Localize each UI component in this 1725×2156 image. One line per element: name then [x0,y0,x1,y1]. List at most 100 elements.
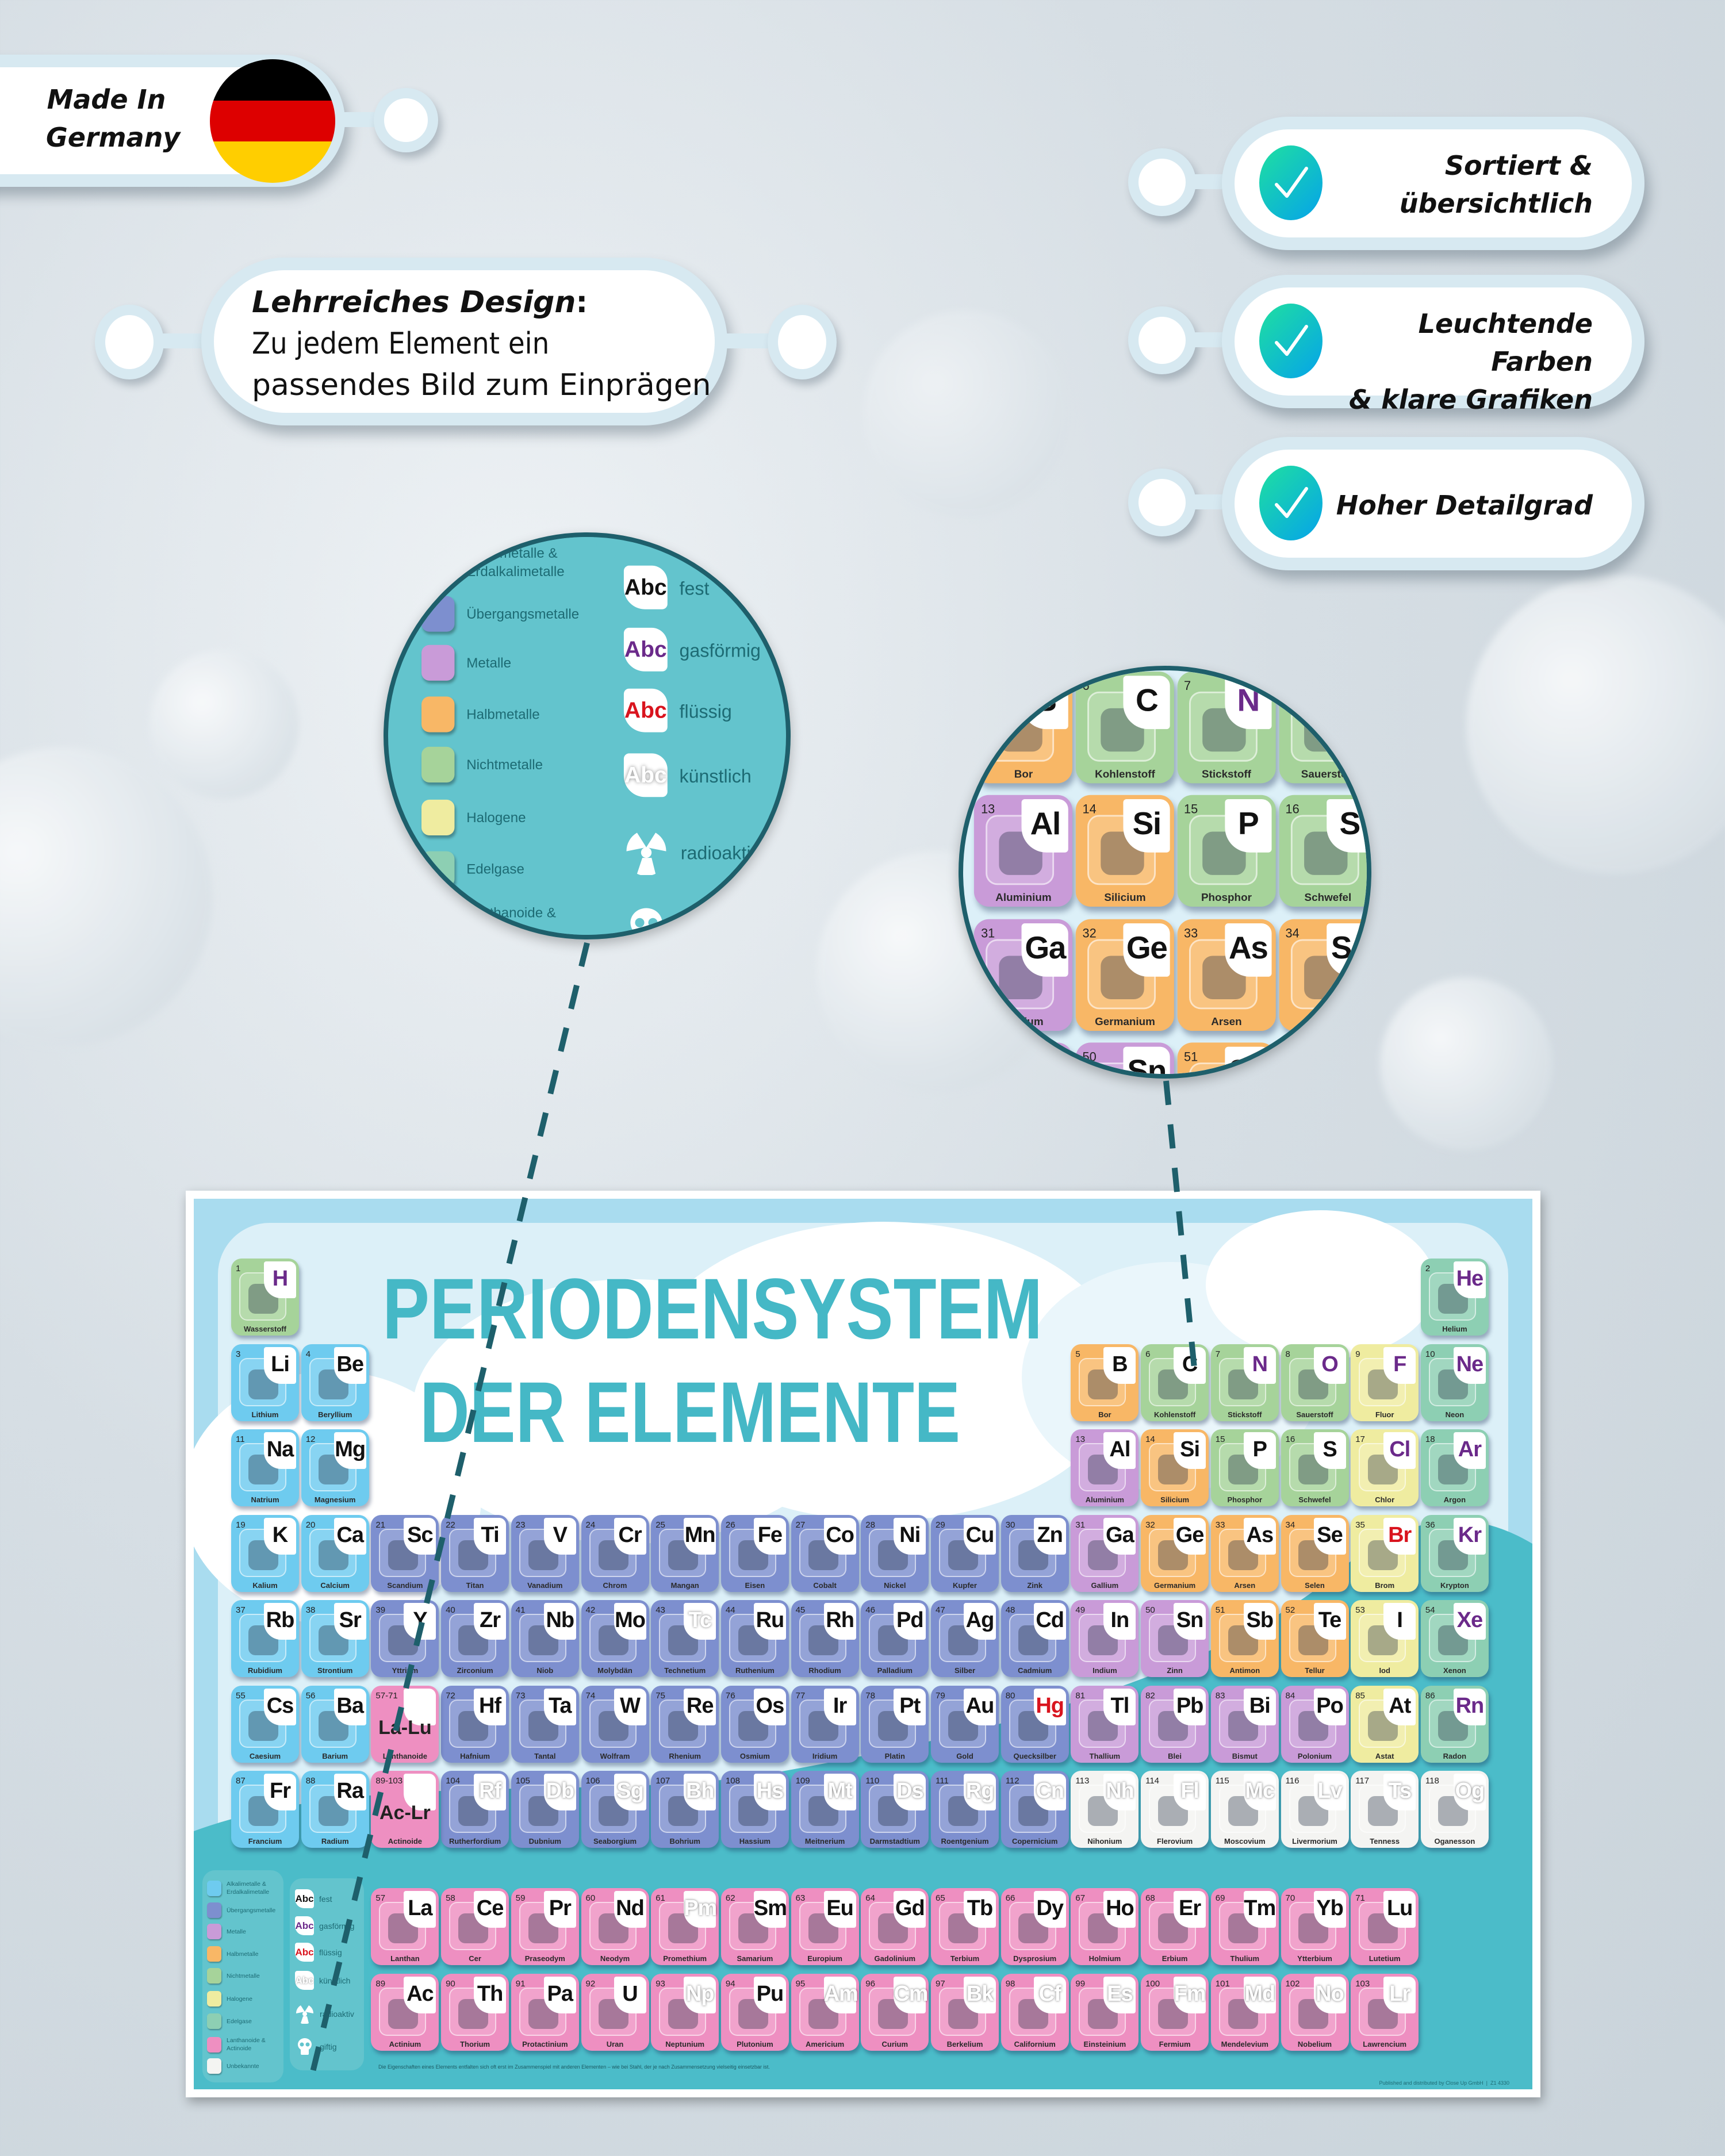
element-name: Aluminium [995,891,1052,904]
element-symbol: Ga [1025,930,1066,966]
element-tile-o: 8 O Sauerstoff [1278,671,1367,783]
element-symbol: O [1337,682,1362,718]
atomic-number: 34 [1285,926,1300,941]
connector-knob [768,305,837,379]
state-icon: Abc [623,627,668,672]
element-illustration [1087,815,1156,885]
element-symbol: Al [1030,807,1061,842]
radioactive-icon [626,833,666,875]
connector-knob [1128,469,1196,536]
element-name: Sauerstoff [1301,767,1355,780]
legend-label: Übergangsmetalle [466,605,580,622]
legend-label: Lanthanoide & Actinoide [466,905,556,939]
state-item-g: Abc gasförmig [623,627,761,672]
symbol-box: N [1225,675,1272,729]
atomic-number: 51 [1184,1050,1198,1065]
connector [161,333,207,348]
element-illustration [1087,938,1156,1009]
element-symbol: Se [1331,930,1368,966]
hazard-item: radioaktiv [624,830,760,875]
connector-knob [95,305,164,379]
atomic-number: 6 [1082,678,1090,693]
symbol-box: Sb [1225,1046,1272,1074]
element-illustration [1087,691,1156,761]
symbol-box: Te [1326,1046,1367,1079]
molecule-sphere [1380,977,1552,1150]
element-symbol: Ge [1126,930,1168,966]
symbol-box: Si [1123,799,1170,853]
element-illustration [1087,1062,1156,1074]
element-tile-te: 52 Te Tellur [1278,1042,1367,1079]
element-tile-s: 16 S Schwefel [1278,795,1367,907]
molecule-sphere [0,747,213,1046]
feature-line1: Leuchtende Farben [1418,308,1593,377]
symbol-box: Se [1326,923,1368,977]
element-tile-sb: 51 Sb Antimon [1177,1042,1276,1074]
symbol-box: P [1225,799,1272,853]
design-callout-line2: passendes Bild zum Einprägen [252,368,711,402]
element-symbol: Si [1132,807,1162,842]
symbol-box: Al [1022,799,1069,853]
legend-swatch [421,545,455,581]
poster-note: Die Eigenschaften eines Elements entfalt… [378,2064,770,2070]
legend-swatch [421,904,455,935]
design-callout-colon: : [576,285,588,320]
atomic-number: 8 [1285,678,1293,693]
state-item-s: Abc fest [623,565,710,609]
element-tile-b: 5 B Bor [974,671,1073,783]
hazard-item: giftig [624,906,720,939]
element-symbol: P [1237,807,1259,842]
element-tile-as: 33 As Arsen [1177,919,1276,1031]
element-illustration [1189,938,1258,1009]
element-name: Phosphor [1201,891,1252,904]
hazard-label: giftig [680,917,720,939]
legend-label: Halbmetalle [466,706,540,723]
element-tile-al: 13 Al Aluminium [974,795,1073,907]
state-icon: Abc [623,753,668,797]
legend-item-hal: Halogene [421,799,526,835]
element-symbol: N [1237,682,1260,718]
legend-swatch [421,799,455,835]
country-text: Germany [46,122,181,153]
hazard-label: radioaktiv [680,842,760,864]
legend-item-nob: Edelgase [421,851,524,887]
element-symbol: Te [1333,1054,1367,1079]
check-icon [1259,466,1322,540]
atomic-number: 13 [981,802,995,817]
element-name: Germanium [1095,1014,1155,1027]
legend-label: Halogene [466,810,526,826]
element-tile-sn: 50 Sn Zinn [1075,1042,1175,1074]
symbol-box: O [1326,675,1367,729]
design-callout-title: Lehrreiches Design [252,285,576,320]
element-illustration [1290,815,1359,885]
atomic-number: 14 [1082,802,1097,817]
legend-label: Alkalimetalle & Erdalkalimetalle [466,546,565,581]
poster-frame: PERIODENSYSTEM DER ELEMENTE Die Eigensch… [194,1199,1532,2089]
legend-item-non: Nichtmetalle [421,746,543,782]
legend-swatch [421,696,455,732]
element-tile-ge: 32 Ge Germanium [1075,919,1175,1031]
element-illustration [986,691,1055,761]
state-label: fest [679,577,710,599]
atomic-number: 16 [1285,802,1300,817]
atomic-number: 7 [1184,678,1191,693]
table-magnifier: 5 B Bor 6 C Kohlenstoff 7 N Stickstoff 8… [959,666,1371,1079]
category-legend [411,537,597,935]
connector-knob [374,88,438,152]
element-name: Arsen [1211,1014,1242,1027]
atomic-number: 32 [1082,926,1097,941]
germany-flag-icon [210,59,335,183]
design-callout-line1: Zu jedem Element ein [252,327,550,361]
feature-line1: Sortiert & [1444,150,1593,181]
check-icon [1259,304,1322,378]
symbol-box: Ga [1022,923,1069,977]
element-name: Stickstoff [1201,767,1251,780]
state-item-l: Abc flüssig [623,688,732,732]
element-symbol: As [1228,930,1268,966]
legend-item-tm: Übergangsmetalle [421,596,579,632]
connector-knob [1128,148,1196,216]
feature-line2: übersichtlich [1399,188,1593,219]
symbol-box: Ge [1123,923,1170,977]
element-tile-n: 7 N Stickstoff [1177,671,1276,783]
publisher-note: Published and distributed by Close Up Gm… [1379,2080,1509,2086]
